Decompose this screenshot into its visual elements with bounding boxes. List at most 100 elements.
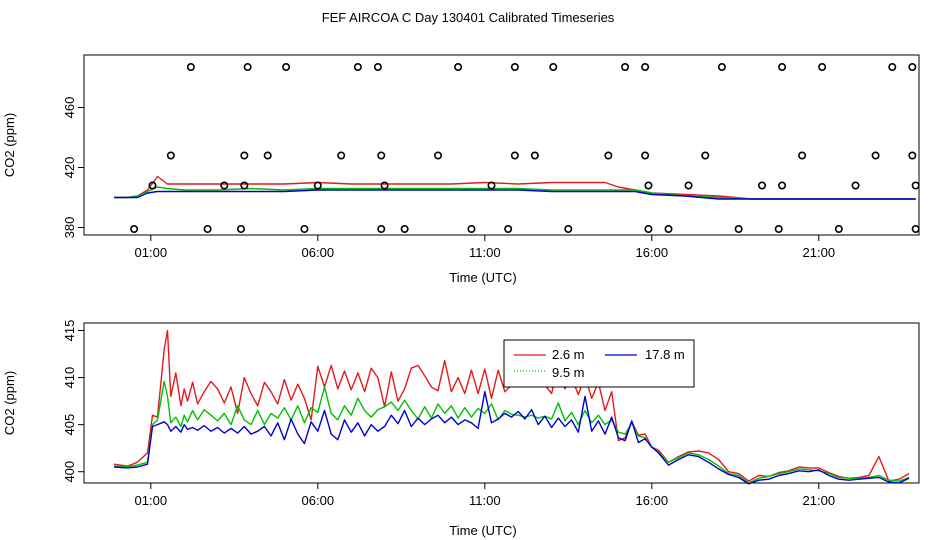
top-calibration-point [166,151,175,160]
top-calibration-point [644,225,653,234]
top-calibration-point [717,62,726,71]
top-calibration-point [434,151,443,160]
legend-label-2-6m: 2.6 m [552,347,585,362]
top-calibration-point [641,151,650,160]
top-calibration-point [564,225,573,234]
top-calibration-point [454,62,463,71]
top-calibration-point [504,225,513,234]
top-calibration-point [908,151,917,160]
top-calibration-point [641,62,650,71]
top-calibration-point [377,225,386,234]
top-calibration-point [186,62,195,71]
top-calibration-point [774,225,783,234]
bottom-y-tick-label: 415 [62,320,77,342]
top-calibration-point [510,62,519,71]
bottom-series-2-6-m [114,329,910,482]
bottom-y-tick-label: 405 [62,414,77,436]
top-x-axis: 01:00 06:00 11:00 16:00 21:00 [135,235,836,260]
top-series-lines [114,175,916,200]
top-calibration-point [203,225,212,234]
top-calibration-point [798,151,807,160]
figure-title: FEF AIRCOA C Day 130401 Calibrated Times… [322,10,615,25]
top-series-2-6-m [114,175,916,200]
bottom-x-tick-label: 01:00 [135,493,168,508]
top-calibration-point [621,62,630,71]
top-calibration-point [353,62,362,71]
top-x-tick-label: 16:00 [636,245,669,260]
top-calibration-point [604,151,613,160]
top-calibration-point [701,151,710,160]
legend-label-17-8m: 17.8 m [645,347,685,362]
top-x-tick-label: 11:00 [469,245,501,260]
top-calibration-point [911,181,920,190]
top-calibration-point [240,181,249,190]
top-calibration-point [734,225,743,234]
top-calibration-point [888,62,897,71]
legend: 2.6 m 17.8 m 9.5 m [503,339,695,388]
top-calibration-point [467,225,476,234]
top-calibration-point [778,62,787,71]
top-calibration-point [282,62,291,71]
legend-box [503,339,695,388]
top-y-tick-label: 380 [62,217,77,239]
bottom-x-axis-label: Time (UTC) [449,523,516,538]
top-calibration-point [851,181,860,190]
top-x-axis-label: Time (UTC) [449,270,516,285]
bottom-x-tick-label: 16:00 [636,493,669,508]
top-y-axis-label: CO2 (ppm) [2,113,17,177]
top-panel: 01:00 06:00 11:00 16:00 21:00 380 420 460 Time… [2,54,920,285]
top-y-axis: 380 420 460 [62,97,84,239]
top-calibration-point [240,151,249,160]
bottom-y-axis-label: CO2 (ppm) [2,371,17,435]
top-calibration-markers [130,62,920,234]
top-calibration-point [377,151,386,160]
top-calibration-point [834,225,843,234]
top-calibration-point [220,181,229,190]
top-calibration-point [313,181,322,190]
top-calibration-point [130,225,139,234]
top-y-tick-label: 460 [62,97,77,119]
top-calibration-point [400,225,409,234]
top-calibration-point [530,151,539,160]
bottom-x-tick-label: 06:00 [302,493,335,508]
top-series-17-8-m [114,189,916,200]
bottom-x-tick-label: 21:00 [803,493,836,508]
top-calibration-point [487,181,496,190]
top-calibration-point [684,181,693,190]
bottom-x-tick-label: 11:00 [469,493,501,508]
top-calibration-point [380,181,389,190]
top-calibration-point [243,62,252,71]
bottom-panel: 01:00 06:00 11:00 16:00 21:00 400 405 410 415 T… [2,320,920,538]
bottom-y-tick-label: 400 [62,461,77,483]
bottom-series-9-5-m [114,380,910,484]
top-calibration-point [236,225,245,234]
top-calibration-point [644,181,653,190]
top-x-tick-label: 21:00 [803,245,836,260]
top-calibration-point [549,62,558,71]
top-y-tick-label: 420 [62,157,77,179]
bottom-y-axis: 400 405 410 415 [62,320,84,483]
top-calibration-point [373,62,382,71]
top-plot-frame [83,54,920,236]
top-calibration-point [778,181,787,190]
top-series-9-5-m [114,186,916,200]
top-calibration-point [510,151,519,160]
top-calibration-point [871,151,880,160]
bottom-series-lines [114,329,910,485]
top-calibration-point [911,225,920,234]
top-calibration-point [758,181,767,190]
bottom-plot-frame [83,322,920,484]
top-calibration-point [908,62,917,71]
top-calibration-point [148,181,157,190]
top-calibration-point [300,225,309,234]
bottom-y-tick-label: 410 [62,367,77,389]
bottom-x-axis: 01:00 06:00 11:00 16:00 21:00 [135,483,836,508]
legend-label-9-5m: 9.5 m [552,365,585,380]
top-calibration-point [818,62,827,71]
top-calibration-point [337,151,346,160]
top-x-tick-label: 06:00 [302,245,335,260]
bottom-series-17-8-m [114,391,910,485]
top-calibration-point [664,225,673,234]
top-x-tick-label: 01:00 [135,245,168,260]
